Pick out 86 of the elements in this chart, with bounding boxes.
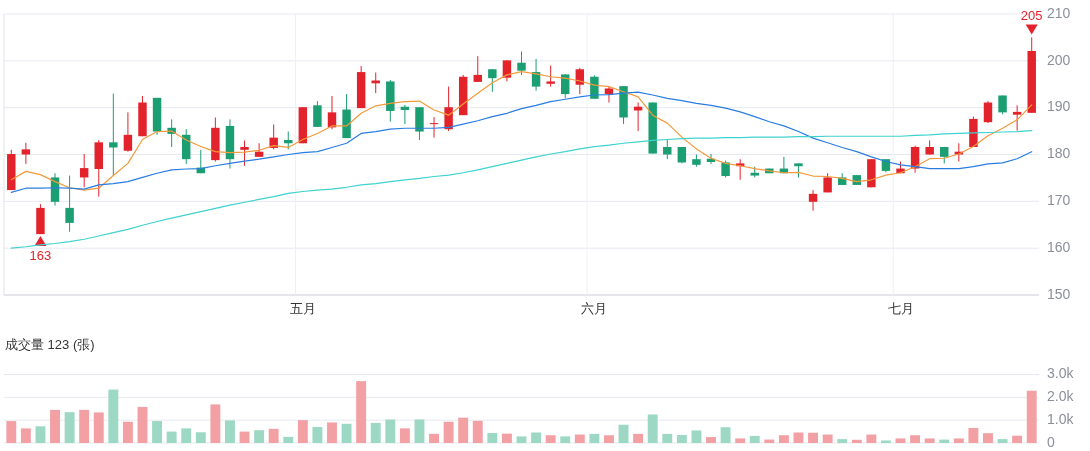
bar bbox=[50, 409, 60, 443]
bar bbox=[778, 435, 789, 443]
bar bbox=[327, 422, 337, 443]
bar bbox=[137, 406, 148, 443]
y-tick-label: 180 bbox=[1047, 145, 1071, 162]
bar bbox=[312, 427, 323, 443]
bar bbox=[953, 438, 964, 443]
bar bbox=[385, 419, 396, 443]
bar bbox=[64, 412, 75, 443]
bar bbox=[924, 438, 935, 443]
x-tick-label: 七月 bbox=[887, 301, 914, 316]
y-tick-label: 200 bbox=[1047, 51, 1071, 68]
bar bbox=[181, 428, 192, 443]
bar bbox=[837, 439, 848, 443]
bar bbox=[108, 389, 119, 443]
bar bbox=[224, 420, 235, 443]
bar bbox=[152, 421, 163, 443]
bar bbox=[458, 417, 469, 443]
bar bbox=[676, 435, 687, 443]
bar bbox=[501, 433, 512, 443]
annotation: 163 bbox=[29, 248, 52, 264]
bar bbox=[589, 433, 600, 443]
bar bbox=[720, 427, 731, 443]
bar bbox=[20, 428, 31, 443]
bar bbox=[254, 430, 265, 443]
bar bbox=[633, 433, 644, 443]
bar bbox=[166, 431, 177, 443]
bar bbox=[356, 381, 367, 443]
bar bbox=[35, 426, 46, 443]
bar bbox=[691, 430, 702, 443]
bar bbox=[93, 412, 104, 443]
x-tick-label: 五月 bbox=[289, 301, 316, 316]
chart-title: 成交量 123 (張) bbox=[5, 336, 95, 352]
bar bbox=[851, 439, 862, 443]
bar bbox=[866, 434, 877, 443]
bar bbox=[706, 437, 716, 443]
line-series bbox=[10, 130, 1033, 249]
bar bbox=[880, 440, 891, 443]
bar bbox=[1012, 435, 1023, 443]
annotation: 205 bbox=[1020, 8, 1043, 24]
bar bbox=[910, 435, 921, 443]
bar bbox=[531, 432, 542, 443]
bar bbox=[399, 428, 410, 443]
bar bbox=[808, 432, 819, 443]
bar bbox=[341, 423, 352, 443]
y-tick-label: 3.0k bbox=[1047, 365, 1075, 382]
bar bbox=[997, 439, 1008, 443]
bar bbox=[895, 438, 906, 443]
bar bbox=[210, 404, 221, 443]
bar bbox=[6, 421, 17, 443]
bar bbox=[443, 421, 454, 443]
bar bbox=[516, 436, 527, 443]
bar bbox=[560, 436, 571, 443]
y-tick-label: 1.0k bbox=[1047, 410, 1075, 427]
bar bbox=[735, 438, 746, 443]
bar bbox=[1026, 390, 1037, 443]
bar bbox=[618, 424, 629, 443]
y-tick-label: 0 bbox=[1047, 433, 1055, 450]
bar bbox=[662, 433, 673, 443]
bar bbox=[283, 436, 294, 443]
bar bbox=[414, 419, 425, 443]
bar bbox=[604, 435, 614, 443]
bar bbox=[268, 428, 279, 443]
bar bbox=[79, 409, 90, 443]
bar bbox=[574, 434, 585, 443]
bar bbox=[822, 434, 833, 443]
x-tick-label: 六月 bbox=[581, 301, 608, 316]
bar bbox=[545, 435, 556, 443]
y-tick-label: 150 bbox=[1047, 285, 1071, 302]
bar bbox=[472, 420, 483, 443]
y-tick-label: 2.0k bbox=[1047, 388, 1075, 405]
bar bbox=[647, 414, 658, 443]
bar bbox=[297, 420, 308, 443]
bar bbox=[968, 427, 979, 443]
y-tick-label: 190 bbox=[1047, 98, 1071, 115]
y-tick-label: 210 bbox=[1047, 4, 1071, 21]
bar bbox=[370, 422, 381, 443]
y-tick-label: 160 bbox=[1047, 238, 1071, 255]
bar bbox=[983, 433, 993, 443]
bar bbox=[793, 432, 804, 443]
bar bbox=[195, 432, 206, 443]
bar bbox=[487, 432, 498, 443]
bar bbox=[749, 435, 760, 443]
y-tick-label: 170 bbox=[1047, 192, 1071, 209]
bar bbox=[122, 421, 133, 443]
bar bbox=[429, 433, 439, 443]
